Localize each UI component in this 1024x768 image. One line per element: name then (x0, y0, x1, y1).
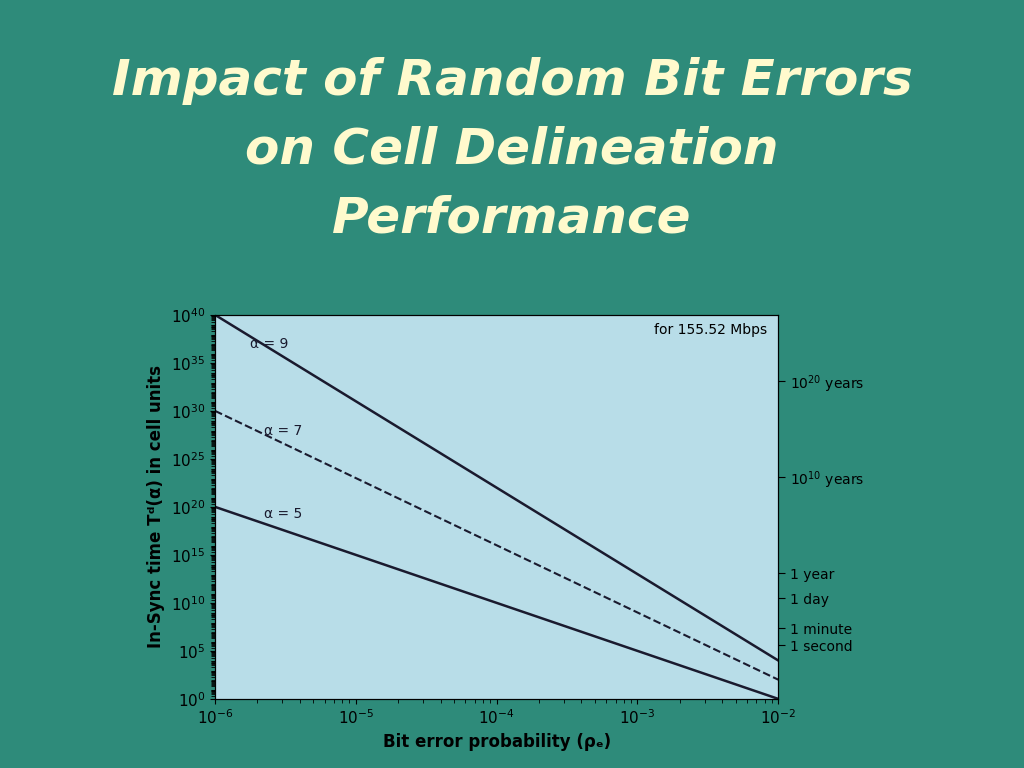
Text: α = 7: α = 7 (264, 424, 302, 438)
Text: α = 5: α = 5 (264, 508, 302, 521)
Text: on Cell Delineation: on Cell Delineation (246, 126, 778, 174)
Text: Performance: Performance (332, 195, 692, 243)
Text: Impact of Random Bit Errors: Impact of Random Bit Errors (112, 57, 912, 104)
X-axis label: Bit error probability (ρₑ): Bit error probability (ρₑ) (383, 733, 610, 751)
Text: α = 9: α = 9 (250, 337, 289, 352)
Text: for 155.52 Mbps: for 155.52 Mbps (654, 323, 767, 336)
Y-axis label: In-Sync time Tᵈ(α) in cell units: In-Sync time Tᵈ(α) in cell units (147, 366, 165, 648)
